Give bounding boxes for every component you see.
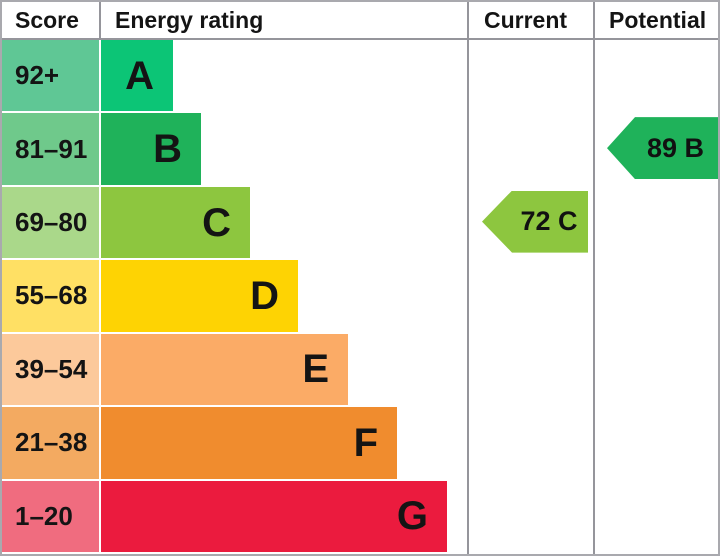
current-column-divider [467,2,469,554]
band-b-letter: B [153,127,182,172]
band-rows: 92+ A 81–91 B 69–80 C 55–68 D 39–54 E 21… [2,40,718,554]
band-e-rating-bar: E [101,333,348,406]
band-a-score-cell: 92+ [2,40,99,112]
current-rating-label: 72 C [520,206,578,237]
band-d-rating-bar: D [101,260,298,332]
band-row-e: 39–54 E [2,333,718,407]
band-a-letter: A [125,53,154,98]
potential-column-divider [593,2,595,554]
band-g-letter: G [396,494,428,539]
chart-header: Score Energy rating Current Potential [2,2,718,40]
band-row-a: 92+ A [2,40,718,113]
band-g-score-cell: 1–20 [2,480,99,552]
band-f-letter: F [353,420,378,465]
potential-rating-label: 89 B [646,132,705,163]
band-f-rating-bar: F [101,407,397,479]
band-row-d: 55–68 D [2,260,718,333]
band-f-score-cell: 21–38 [2,407,99,479]
column-header-energy-rating: Energy rating [115,6,264,33]
band-e-letter: E [302,347,329,392]
column-header-score: Score [2,2,101,38]
band-d-score-cell: 55–68 [2,260,99,332]
column-header-potential: Potential [609,6,707,33]
band-row-g: 1–20 G [2,480,718,554]
band-row-f: 21–38 F [2,407,718,480]
band-g-rating-bar: G [101,480,447,552]
band-c-rating-bar: C [101,186,250,259]
band-row-b: 81–91 B [2,113,718,186]
band-c-letter: C [202,200,231,245]
band-e-score-cell: 39–54 [2,333,99,406]
band-d-letter: D [250,273,279,318]
band-c-score-cell: 69–80 [2,186,99,259]
band-row-c: 69–80 C [2,186,718,260]
band-b-rating-bar: B [101,113,201,185]
band-a-rating-bar: A [101,40,173,112]
column-header-current: Current [484,6,568,33]
band-b-score-cell: 81–91 [2,113,99,185]
